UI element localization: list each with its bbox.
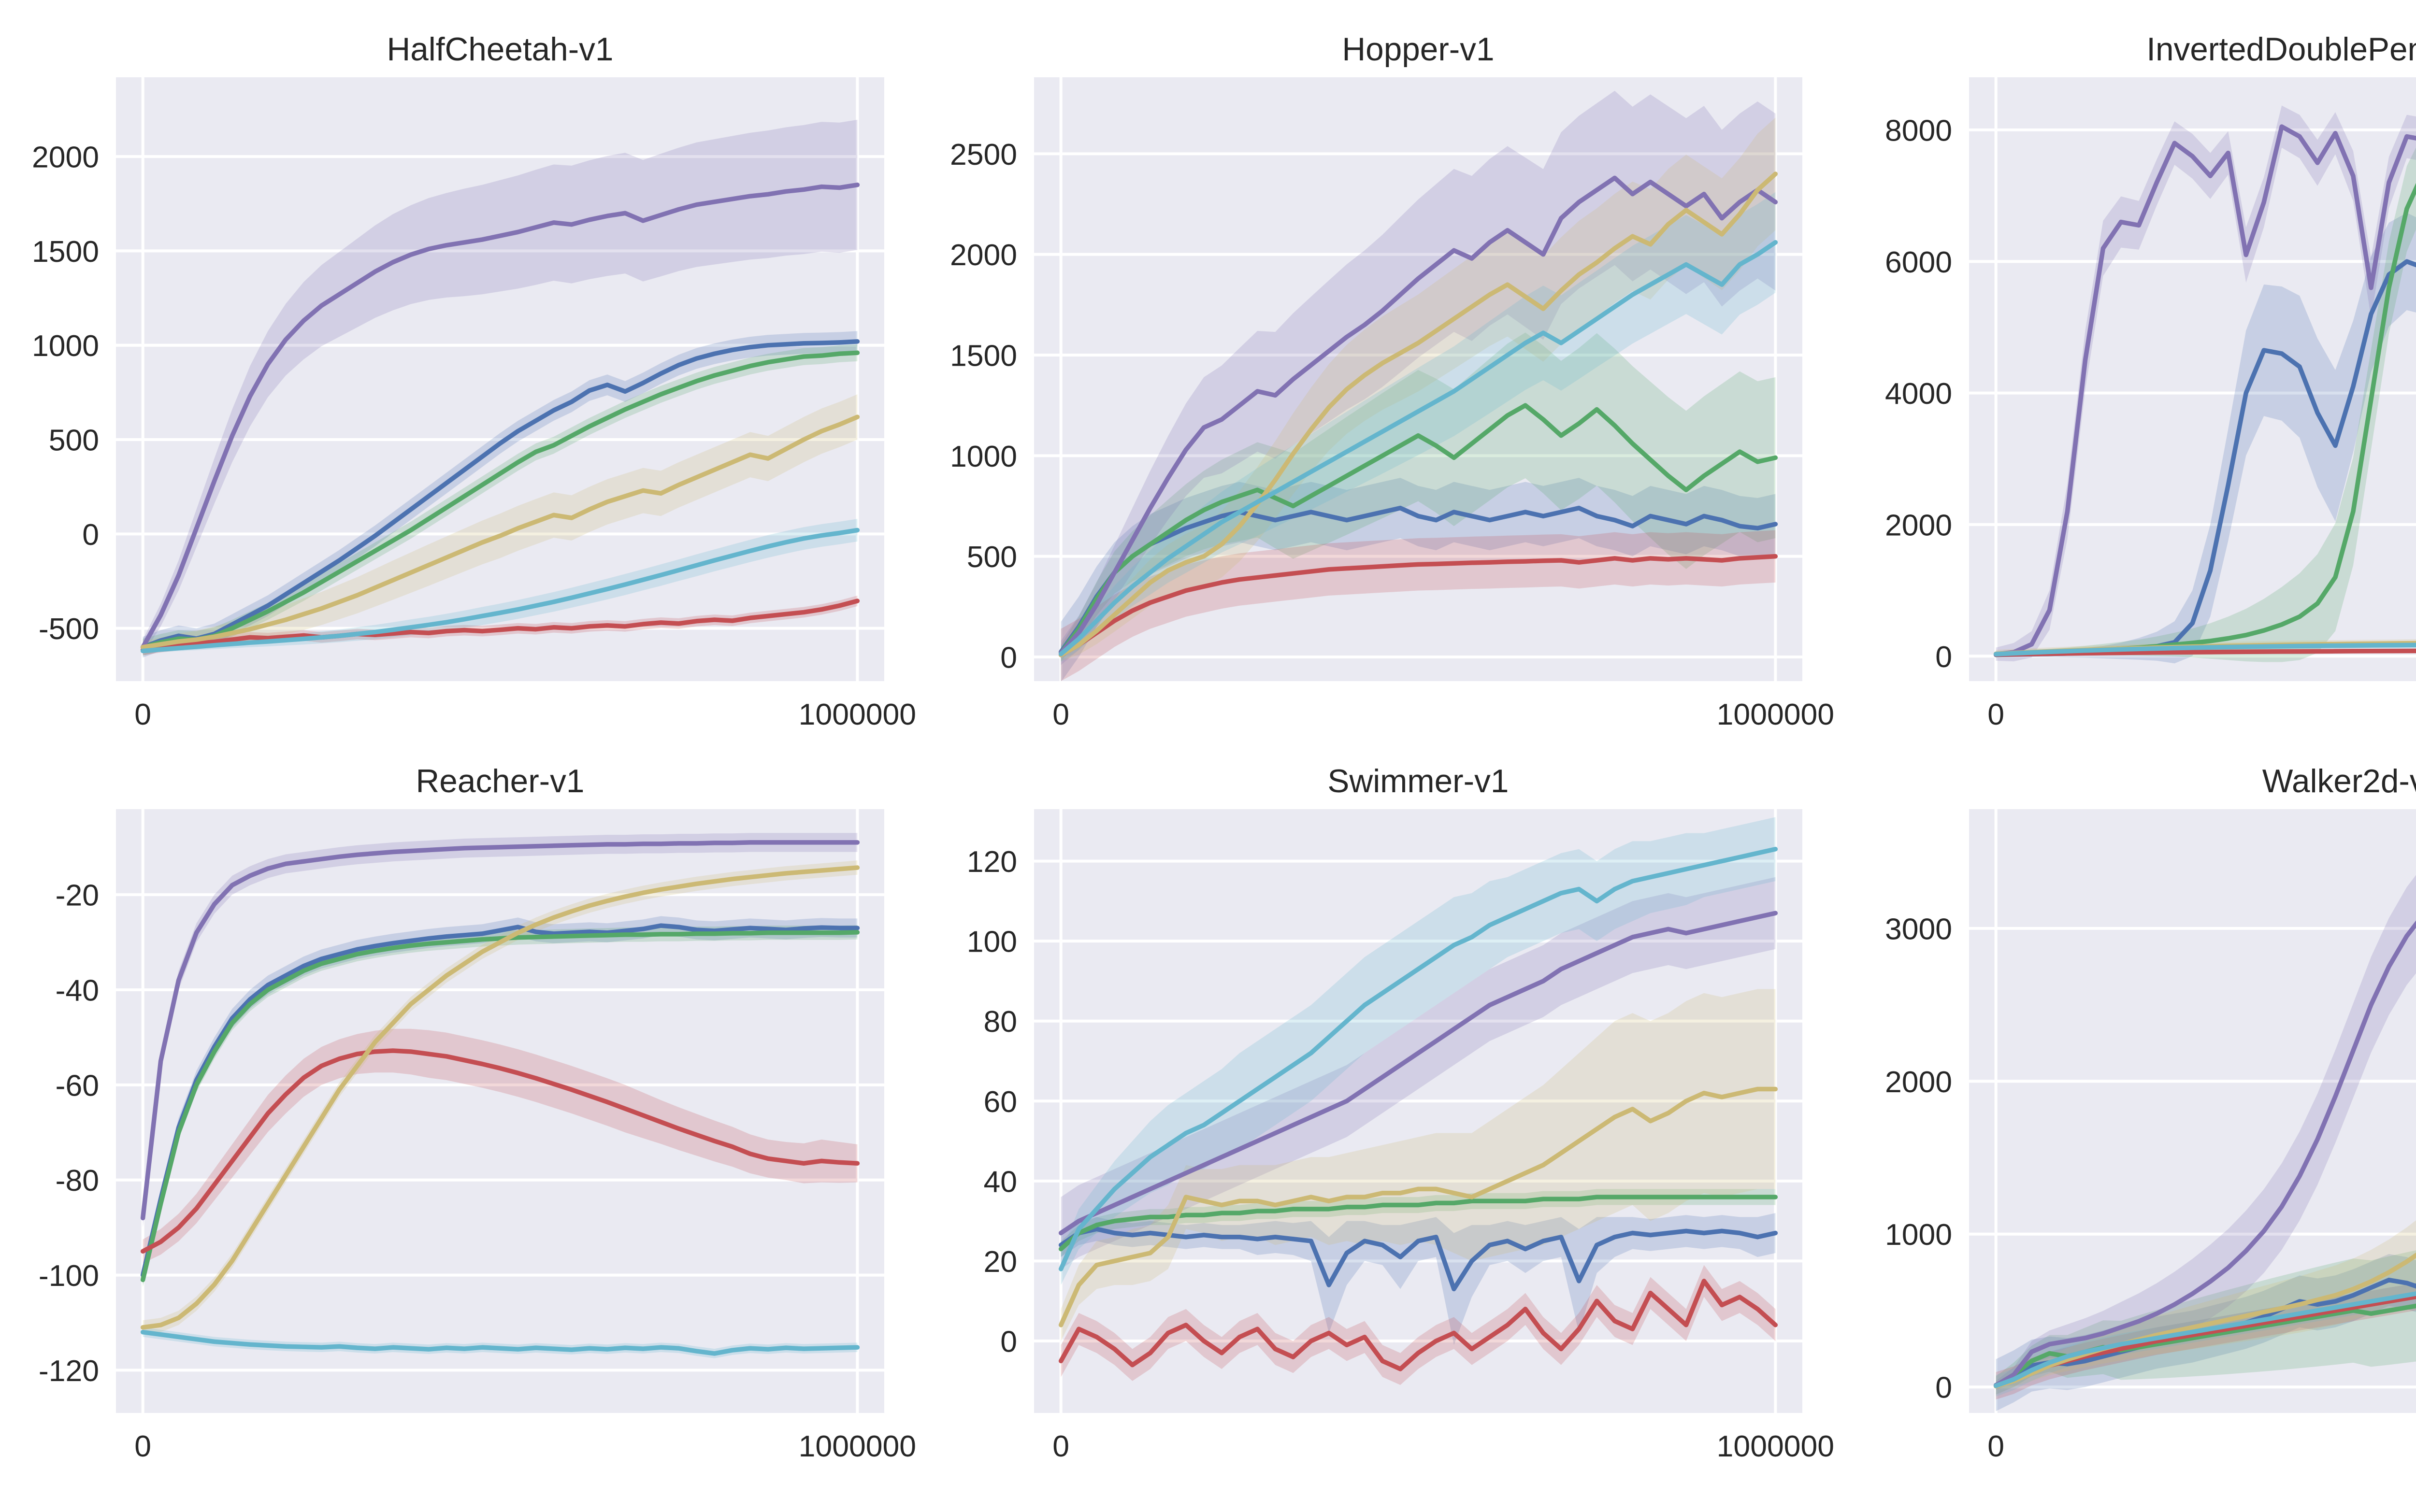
svg-text:0: 0 — [1935, 640, 1952, 674]
plot-canvas-halfcheetah: -500 0 500 1000 1500 2000 0 1000000 — [32, 77, 916, 731]
plot-title-walker2d: Walker2d-v1 — [2262, 763, 2416, 799]
svg-text:-100: -100 — [39, 1259, 99, 1293]
svg-text:80: 80 — [983, 1005, 1017, 1039]
plot-title-reacher: Reacher-v1 — [416, 763, 585, 799]
svg-text:8000: 8000 — [1885, 114, 1952, 147]
svg-text:-20: -20 — [56, 879, 99, 913]
svg-text:2500: 2500 — [950, 138, 1017, 171]
svg-text:2000: 2000 — [32, 141, 99, 174]
svg-text:500: 500 — [49, 424, 99, 457]
svg-text:2000: 2000 — [1885, 508, 1952, 542]
svg-text:0: 0 — [1935, 1371, 1952, 1405]
svg-text:0: 0 — [1052, 1429, 1069, 1463]
plot-canvas-hopper: 0 500 1000 1500 2000 2500 0 1000000 — [950, 77, 1834, 731]
plot-title-swimmer: Swimmer-v1 — [1327, 763, 1509, 799]
plot-title-hopper: Hopper-v1 — [1342, 31, 1495, 68]
svg-text:0: 0 — [1000, 641, 1017, 675]
svg-text:20: 20 — [983, 1245, 1017, 1279]
svg-text:2000: 2000 — [950, 238, 1017, 272]
svg-text:3000: 3000 — [1885, 912, 1952, 946]
plot-canvas-inverteddoublependulum: 0200040006000800001000000 — [1885, 77, 2416, 731]
plot-title-inverteddoublependulum: InvertedDoublePendulum-v1 — [2146, 31, 2416, 68]
svg-text:0: 0 — [1987, 1429, 2004, 1463]
svg-text:1000: 1000 — [1885, 1218, 1952, 1252]
svg-text:0: 0 — [82, 518, 99, 552]
svg-text:-500: -500 — [39, 612, 99, 646]
plot-canvas-swimmer: 0 20 40 60 80 100 120 0 1000000 — [967, 809, 1834, 1463]
svg-text:1000000: 1000000 — [1717, 1429, 1834, 1463]
svg-text:-60: -60 — [56, 1069, 99, 1102]
svg-text:1000000: 1000000 — [1717, 698, 1834, 731]
svg-text:1000: 1000 — [32, 329, 99, 363]
svg-text:0: 0 — [1052, 698, 1069, 731]
svg-text:0: 0 — [1987, 698, 2004, 731]
svg-text:4000: 4000 — [1885, 377, 1952, 411]
svg-text:2000: 2000 — [1885, 1065, 1952, 1099]
svg-text:500: 500 — [967, 540, 1017, 574]
svg-text:6000: 6000 — [1885, 245, 1952, 279]
svg-text:1000000: 1000000 — [799, 1429, 916, 1463]
svg-text:0: 0 — [1000, 1325, 1017, 1358]
svg-text:1000000: 1000000 — [799, 698, 916, 731]
svg-text:-120: -120 — [39, 1354, 99, 1388]
svg-text:100: 100 — [967, 925, 1017, 959]
svg-text:120: 120 — [967, 845, 1017, 879]
svg-text:0: 0 — [134, 698, 151, 731]
svg-text:0: 0 — [134, 1429, 151, 1463]
svg-text:1500: 1500 — [950, 339, 1017, 373]
plot-canvas-reacher: -120 -100 -80 -60 -40 -20 0 1000000 — [39, 809, 916, 1463]
svg-text:-80: -80 — [56, 1164, 99, 1198]
plot-title-halfcheetah: HalfCheetah-v1 — [387, 31, 614, 68]
svg-text:1000: 1000 — [950, 440, 1017, 473]
svg-text:1500: 1500 — [32, 235, 99, 269]
svg-text:60: 60 — [983, 1085, 1017, 1119]
svg-text:-40: -40 — [56, 974, 99, 1008]
plot-canvas-walker2d: 010002000300001000000 — [1885, 809, 2416, 1463]
svg-text:40: 40 — [983, 1165, 1017, 1198]
